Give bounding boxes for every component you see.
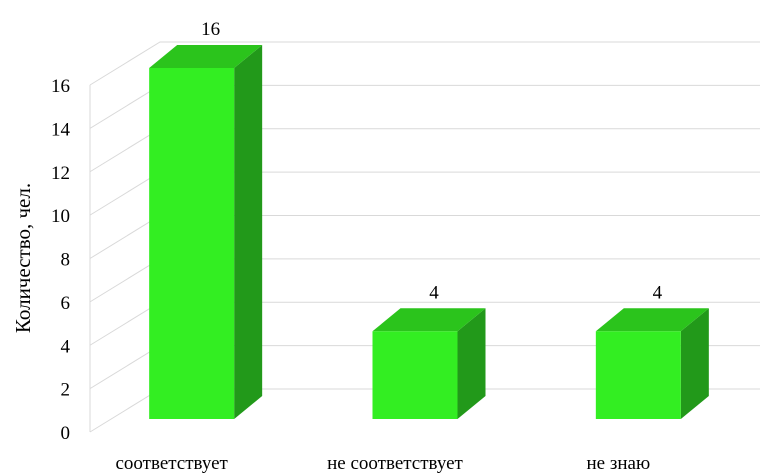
- data-label: 4: [429, 282, 439, 303]
- y-tick-label: 8: [61, 250, 71, 271]
- y-tick-label: 16: [51, 76, 70, 97]
- category-label: соответствует: [115, 453, 228, 474]
- gridline: [89, 41, 760, 86]
- bar-side: [234, 45, 263, 419]
- bar: [372, 308, 486, 419]
- bar-front: [149, 68, 235, 419]
- bar-side: [680, 308, 709, 419]
- y-tick-label: 10: [51, 206, 70, 227]
- bar: [149, 45, 263, 419]
- y-tick-label: 4: [61, 336, 71, 357]
- y-tick-label: 12: [51, 163, 70, 184]
- bar-side: [457, 308, 486, 419]
- y-tick-label: 14: [51, 119, 71, 140]
- x-axis-categories: соответствует не соответствует не знаю: [115, 453, 650, 474]
- category-label: не знаю: [587, 453, 651, 474]
- bars: [149, 45, 709, 419]
- data-label: 4: [653, 282, 663, 303]
- data-labels: 164 4: [201, 19, 662, 303]
- bar-top: [372, 308, 486, 332]
- y-tick-label: 6: [61, 293, 71, 314]
- y-tick-label: 0: [61, 423, 71, 444]
- bar-front: [595, 331, 681, 419]
- data-label: 16: [201, 19, 220, 40]
- bar-top: [149, 45, 263, 68]
- bar-top: [595, 308, 709, 332]
- category-label: не соответствует: [327, 453, 463, 474]
- y-tick-label: 2: [61, 380, 71, 401]
- y-axis-title: Количество, чел.: [11, 183, 35, 333]
- bar-front: [372, 331, 458, 419]
- bar: [595, 308, 709, 419]
- y-axis-ticks: 0 2 4 6 8 10 12 14 16: [51, 76, 71, 444]
